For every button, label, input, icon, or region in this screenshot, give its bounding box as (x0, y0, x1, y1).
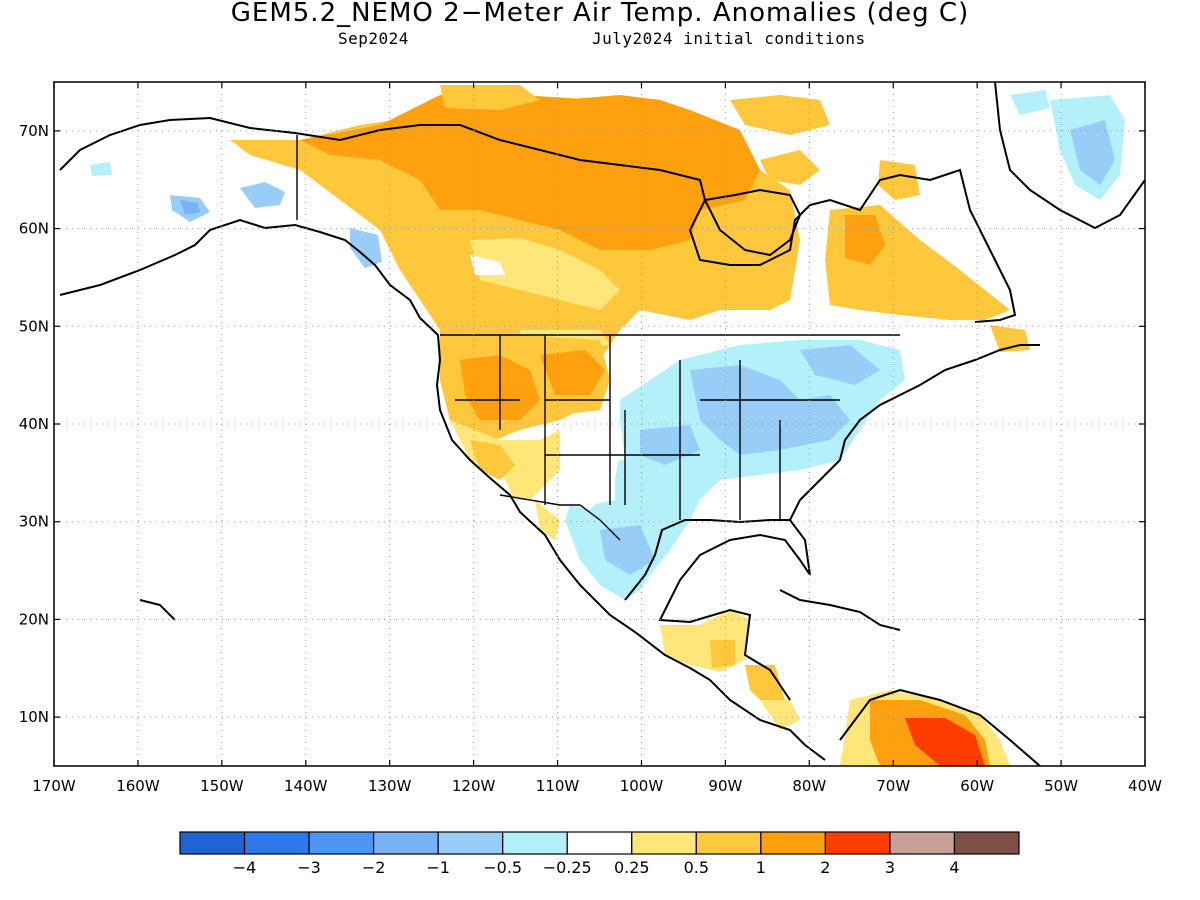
warm-sonora (535, 500, 560, 540)
greenland-coast (994, 82, 1145, 230)
lat-tick-label: 70N (19, 122, 49, 140)
lat-tick-label: 60N (19, 220, 49, 238)
colorbar-swatch (566, 831, 633, 855)
warm-southern-mexico (660, 610, 750, 672)
cold-great-lakes (800, 345, 880, 385)
atlantic-coast (789, 344, 1040, 521)
lon-tick-label: 70W (876, 777, 910, 795)
colorbar-label: −2 (362, 858, 386, 877)
warm-arctic-islands-2 (560, 95, 690, 125)
warm-panama (760, 700, 800, 730)
state-borders (296, 135, 900, 541)
lon-tick-label: 50W (1044, 777, 1078, 795)
lat-tick-label: 30N (19, 513, 49, 531)
lon-tick-label: 150W (200, 777, 244, 795)
lat-tick-label: 40N (19, 415, 49, 433)
cold-southeast-alaska (350, 228, 382, 268)
colorbar-label: 0.5 (684, 858, 709, 877)
warm-arctic-canada (300, 95, 760, 250)
lon-tick-label: 170W (32, 777, 76, 795)
arctic-coast (59, 116, 1017, 323)
colorbar-swatch (631, 831, 697, 855)
cold-greenland (1070, 120, 1115, 185)
colorbar-label: 3 (885, 858, 895, 877)
warm-guatemala (710, 640, 735, 668)
colorbar-swatch (760, 831, 826, 855)
us-mexico-border (499, 494, 621, 541)
lat-tick-label: 10N (19, 708, 49, 726)
interior-boundaries (455, 335, 840, 520)
hawaii-islands (139, 599, 176, 621)
lat-tick-label: 20N (19, 610, 49, 628)
colorbar-swatch (953, 831, 1020, 855)
cuba-coast (779, 589, 901, 631)
lon-tick-label: 40W (1128, 777, 1162, 795)
lon-tick-label: 120W (452, 777, 496, 795)
lon-tick-label: 110W (536, 777, 580, 795)
lat-axis: 70N 60N 50N 40N 30N 20N 10N (19, 122, 1145, 726)
lon-tick-label: 60W (960, 777, 994, 795)
colorbar-swatch (373, 831, 439, 855)
colorbar-swatch (437, 831, 504, 855)
lon-tick-label: 100W (620, 777, 664, 795)
colorbar-label: −3 (297, 858, 321, 877)
colorbar-swatch (179, 831, 246, 855)
warm-wyoming (540, 350, 605, 395)
graticule (54, 82, 1145, 766)
colorbar: −4 −3 −2 −1 −0.5 −0.25 0.25 0.5 1 2 3 4 (179, 831, 1020, 877)
warm-baffin (760, 150, 820, 185)
colorbar-label: 4 (949, 858, 959, 877)
warm-honduras (745, 665, 785, 705)
init-conditions-label: July2024 initial conditions (592, 29, 866, 48)
lon-tick-label: 130W (368, 777, 412, 795)
warm-quebec-core (845, 215, 885, 265)
south-america-coast (839, 688, 1041, 766)
colorbar-swatch (243, 831, 310, 855)
anomaly-shading (90, 82, 1145, 766)
neutral-patch-1 (470, 255, 505, 275)
valid-month-label: Sep2024 (338, 29, 409, 48)
colorbar-label: 2 (820, 858, 830, 877)
warm-baffin-north (730, 95, 830, 135)
colorbar-swatch (889, 831, 956, 855)
colorbar-label: 0.25 (614, 858, 650, 877)
gulf-coast (624, 519, 811, 701)
lon-tick-label: 90W (708, 777, 742, 795)
lat-tick-label: 50N (19, 317, 49, 335)
cold-alaska-interior (240, 182, 285, 208)
cold-alaska-core (180, 200, 200, 215)
colorbar-swatch (695, 831, 762, 855)
colorbar-swatch (502, 831, 568, 855)
warm-venezuela-core (905, 718, 985, 766)
map-title: GEM5.2_NEMO 2−Meter Air Temp. Anomalies … (230, 0, 970, 28)
lon-tick-label: 80W (792, 777, 826, 795)
cold-bering (90, 162, 112, 176)
coastlines (59, 82, 1145, 766)
colorbar-swatch (824, 831, 891, 855)
warm-prairie-light (470, 238, 620, 310)
lon-tick-label: 140W (284, 777, 328, 795)
hudson-bay-shore (703, 188, 802, 257)
pacific-coast (59, 218, 826, 761)
warm-ungava-north (878, 160, 920, 200)
lon-axis: 170W 160W 150W 140W 130W 120W 110W 100W 90W 80W 70… (32, 82, 1162, 795)
colorbar-label: −1 (426, 858, 450, 877)
colorbar-label: −4 (233, 858, 257, 877)
warm-arctic-islands (440, 85, 540, 110)
cold-ohio-valley (690, 365, 850, 455)
neutral-colorado (560, 420, 625, 465)
colorbar-swatch (308, 831, 375, 855)
cold-greenland-north (1010, 90, 1050, 115)
colorbar-label: −0.25 (543, 858, 592, 877)
neutral-new-mexico (560, 470, 615, 505)
lon-tick-label: 160W (116, 777, 160, 795)
colorbar-label: −0.5 (483, 858, 522, 877)
colorbar-label: 1 (756, 858, 766, 877)
